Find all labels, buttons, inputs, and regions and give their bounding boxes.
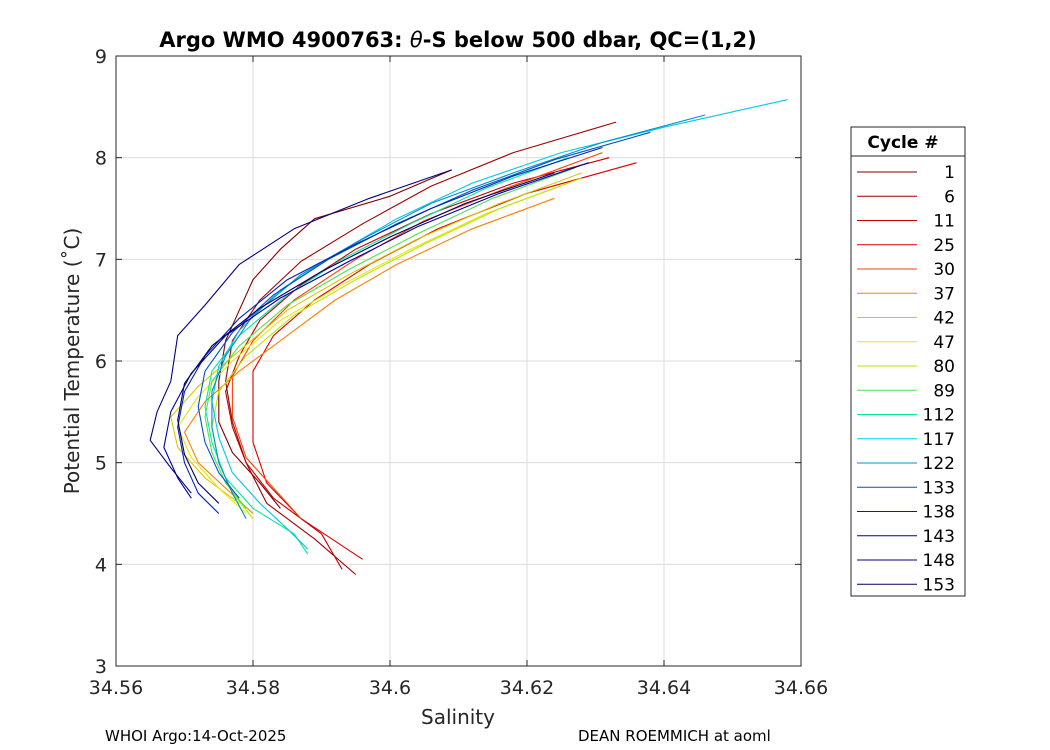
x-tick-labels: 34.56 34.58 34.6 34.62 34.64 34.66: [89, 677, 828, 699]
legend-label-cycle-122: 122: [923, 454, 955, 474]
series-line-cycle-37: [183, 197, 555, 514]
legend: Cycle # 1 6 11 25 30 37 42 47 80 89 112 117 122 133 13…: [850, 126, 966, 597]
legend-label-cycle-1: 1: [944, 163, 955, 183]
series-line-cycle-89: [204, 167, 576, 509]
legend-label-cycle-133: 133: [923, 478, 955, 498]
y-tick-label: 6: [95, 351, 107, 373]
legend-title: Cycle #: [867, 133, 938, 153]
series-line-cycle-47: [177, 182, 569, 514]
legend-label-cycle-47: 47: [933, 333, 955, 353]
x-tick-label: 34.56: [89, 677, 143, 699]
legend-label-cycle-42: 42: [933, 309, 955, 329]
axis-ticks: [115, 55, 802, 667]
footer-right-credit: DEAN ROEMMICH at aoml: [578, 727, 771, 745]
x-tick-label: 34.58: [226, 677, 280, 699]
legend-label-cycle-117: 117: [923, 430, 955, 450]
legend-box: [850, 126, 966, 597]
x-tick-label: 34.62: [500, 677, 554, 699]
y-tick-label: 4: [95, 554, 107, 576]
x-tick-label: 34.64: [637, 677, 691, 699]
footer-left-credit: WHOI Argo:14-Oct-2025: [105, 727, 286, 745]
legend-label-cycle-6: 6: [944, 187, 955, 207]
legend-label-cycle-143: 143: [923, 527, 955, 547]
series-line-cycle-148: [149, 169, 452, 494]
legend-label-cycle-138: 138: [923, 503, 955, 523]
legend-label-cycle-153: 153: [923, 575, 955, 595]
series-line-cycle-122: [211, 114, 706, 519]
legend-label-cycle-89: 89: [933, 381, 955, 401]
y-tick-label: 5: [95, 453, 107, 475]
legend-label-cycle-25: 25: [933, 236, 955, 256]
x-axis-label: Salinity: [421, 705, 495, 729]
legend-items: 1 6 11 25 30 37 42 47 80 89 112 117 122 133 138 143 148 1…: [857, 163, 955, 595]
legend-label-cycle-37: 37: [933, 284, 955, 304]
series-line-cycle-6: [225, 121, 617, 575]
chart-title: Argo WMO 4900763: θ-S below 500 dbar, QC…: [159, 28, 756, 52]
legend-label-cycle-11: 11: [933, 212, 955, 232]
x-tick-label: 34.6: [369, 677, 411, 699]
series-line-cycle-117: [211, 99, 788, 550]
y-tick-label: 7: [95, 249, 107, 271]
y-tick-label: 9: [95, 46, 107, 68]
legend-label-cycle-80: 80: [933, 357, 955, 377]
series-line-cycle-112: [204, 157, 569, 555]
legend-label-cycle-30: 30: [933, 260, 955, 280]
y-tick-labels: 3 4 5 6 7 8 9: [95, 46, 107, 678]
y-tick-label: 8: [95, 148, 107, 170]
series-line-cycle-153: [177, 172, 555, 504]
legend-label-cycle-112: 112: [923, 406, 955, 426]
series-lines: [149, 99, 788, 575]
series-line-cycle-42: [170, 172, 582, 504]
y-tick-label: 3: [95, 656, 107, 678]
y-axis-label: Potential Temperature (˚C): [60, 228, 84, 495]
x-tick-label: 34.66: [774, 677, 828, 699]
legend-label-cycle-148: 148: [923, 551, 955, 571]
